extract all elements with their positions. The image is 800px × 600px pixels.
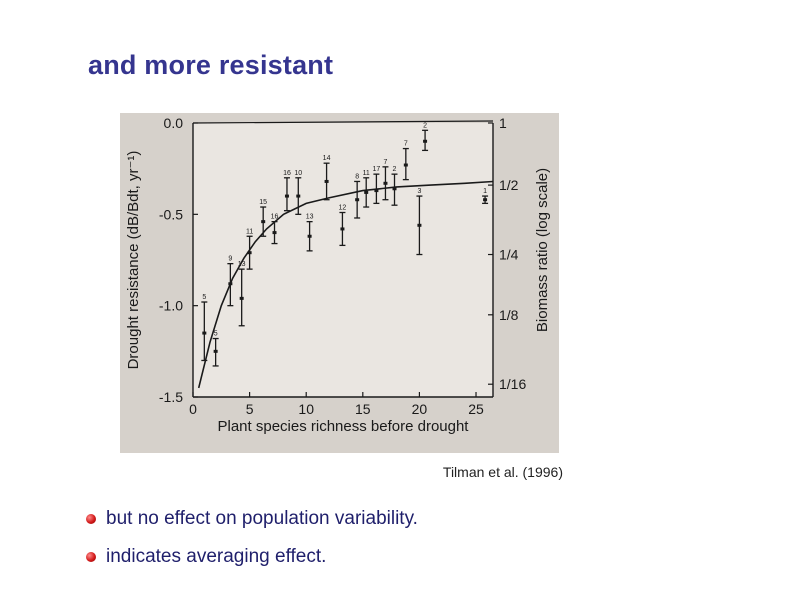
data-point xyxy=(296,194,301,198)
point-label: 7 xyxy=(383,159,387,166)
y-tick-label: -1.5 xyxy=(159,389,183,405)
data-point xyxy=(307,234,312,238)
point-label: 2 xyxy=(423,122,427,129)
x-tick-label: 10 xyxy=(298,401,314,417)
point-label: 11 xyxy=(246,228,253,235)
y-right-tick-label: 1/16 xyxy=(499,376,526,392)
data-point xyxy=(247,251,252,255)
data-point xyxy=(239,296,244,300)
y-axis-label: Drought resistance (dB/Bdt, yr⁻¹) xyxy=(125,151,142,370)
bullet-text: indicates averaging effect. xyxy=(106,546,327,567)
y-right-tick-label: 1/8 xyxy=(499,307,519,323)
point-label: 16 xyxy=(271,214,279,221)
data-point xyxy=(324,179,329,183)
plot-area xyxy=(193,123,493,397)
y-right-tick-label: 1 xyxy=(499,115,507,131)
point-label: 16 xyxy=(283,170,291,177)
point-label: 8 xyxy=(355,173,359,180)
x-tick-label: 15 xyxy=(355,401,371,417)
data-point xyxy=(261,220,266,224)
x-tick-label: 0 xyxy=(189,401,197,417)
data-point xyxy=(272,231,277,235)
bullet-icon xyxy=(86,552,96,562)
data-point xyxy=(355,198,360,202)
bullet-text: but no effect on population variability. xyxy=(106,508,418,529)
point-label: 10 xyxy=(294,170,302,177)
y-right-tick-label: 1/2 xyxy=(499,177,519,193)
fit-curve xyxy=(197,180,494,389)
drought-resistance-chart: 0 5 10 15 20 250.0-0.5-1.0-1.511/21/41/81/165… xyxy=(125,115,551,435)
data-point xyxy=(228,282,233,286)
point-label: 15 xyxy=(259,199,267,206)
data-point xyxy=(374,189,379,193)
bullet-item: but no effect on population variability. xyxy=(86,500,418,538)
bullet-item: indicates averaging effect. xyxy=(86,538,418,576)
data-point xyxy=(417,223,422,227)
point-label: 13 xyxy=(306,214,314,221)
point-label: 9 xyxy=(228,256,232,263)
point-label: 5 xyxy=(214,331,218,338)
point-label: 5 xyxy=(202,294,206,301)
point-label: 1 xyxy=(483,188,487,195)
data-point xyxy=(483,198,488,202)
y-right-axis-label: Biomass ratio (log scale) xyxy=(534,168,551,332)
y-tick-label: -0.5 xyxy=(159,206,183,222)
data-point xyxy=(364,190,369,194)
x-tick-label: 5 xyxy=(246,401,254,417)
point-label: 14 xyxy=(323,155,331,162)
data-point xyxy=(383,181,388,185)
point-label: 13 xyxy=(238,261,246,268)
data-point xyxy=(423,139,428,143)
x-tick-label: 25 xyxy=(468,401,484,417)
data-point xyxy=(340,227,345,231)
y-tick-label: -1.0 xyxy=(159,298,183,314)
slide-title: and more resistant xyxy=(88,50,334,80)
y-right-tick-label: 1/4 xyxy=(499,247,519,263)
data-point xyxy=(213,349,218,353)
y-tick-label: 0.0 xyxy=(164,115,184,131)
data-point xyxy=(202,331,207,335)
bullet-icon xyxy=(86,514,96,524)
data-point xyxy=(392,187,397,191)
x-axis-label: Plant species richness before drought xyxy=(218,418,470,435)
x-tick-label: 20 xyxy=(412,401,428,417)
point-label: 3 xyxy=(417,188,421,195)
reference-line xyxy=(192,120,494,124)
citation: Tilman et al. (1996) xyxy=(442,464,563,480)
figure-photo: 0 5 10 15 20 25 0.0 -0.5 -1.0 -1.5 1 1/2 1/4 1/8 1/16 5… xyxy=(120,113,559,453)
point-label: 7 xyxy=(404,141,408,148)
data-point xyxy=(403,163,408,167)
point-label: 12 xyxy=(339,205,347,212)
bullet-list: but no effect on population variability.… xyxy=(86,500,418,576)
point-label: 17 xyxy=(372,166,380,173)
point-label: 11 xyxy=(363,170,370,177)
point-label: 2 xyxy=(393,166,397,173)
data-point xyxy=(284,194,289,198)
